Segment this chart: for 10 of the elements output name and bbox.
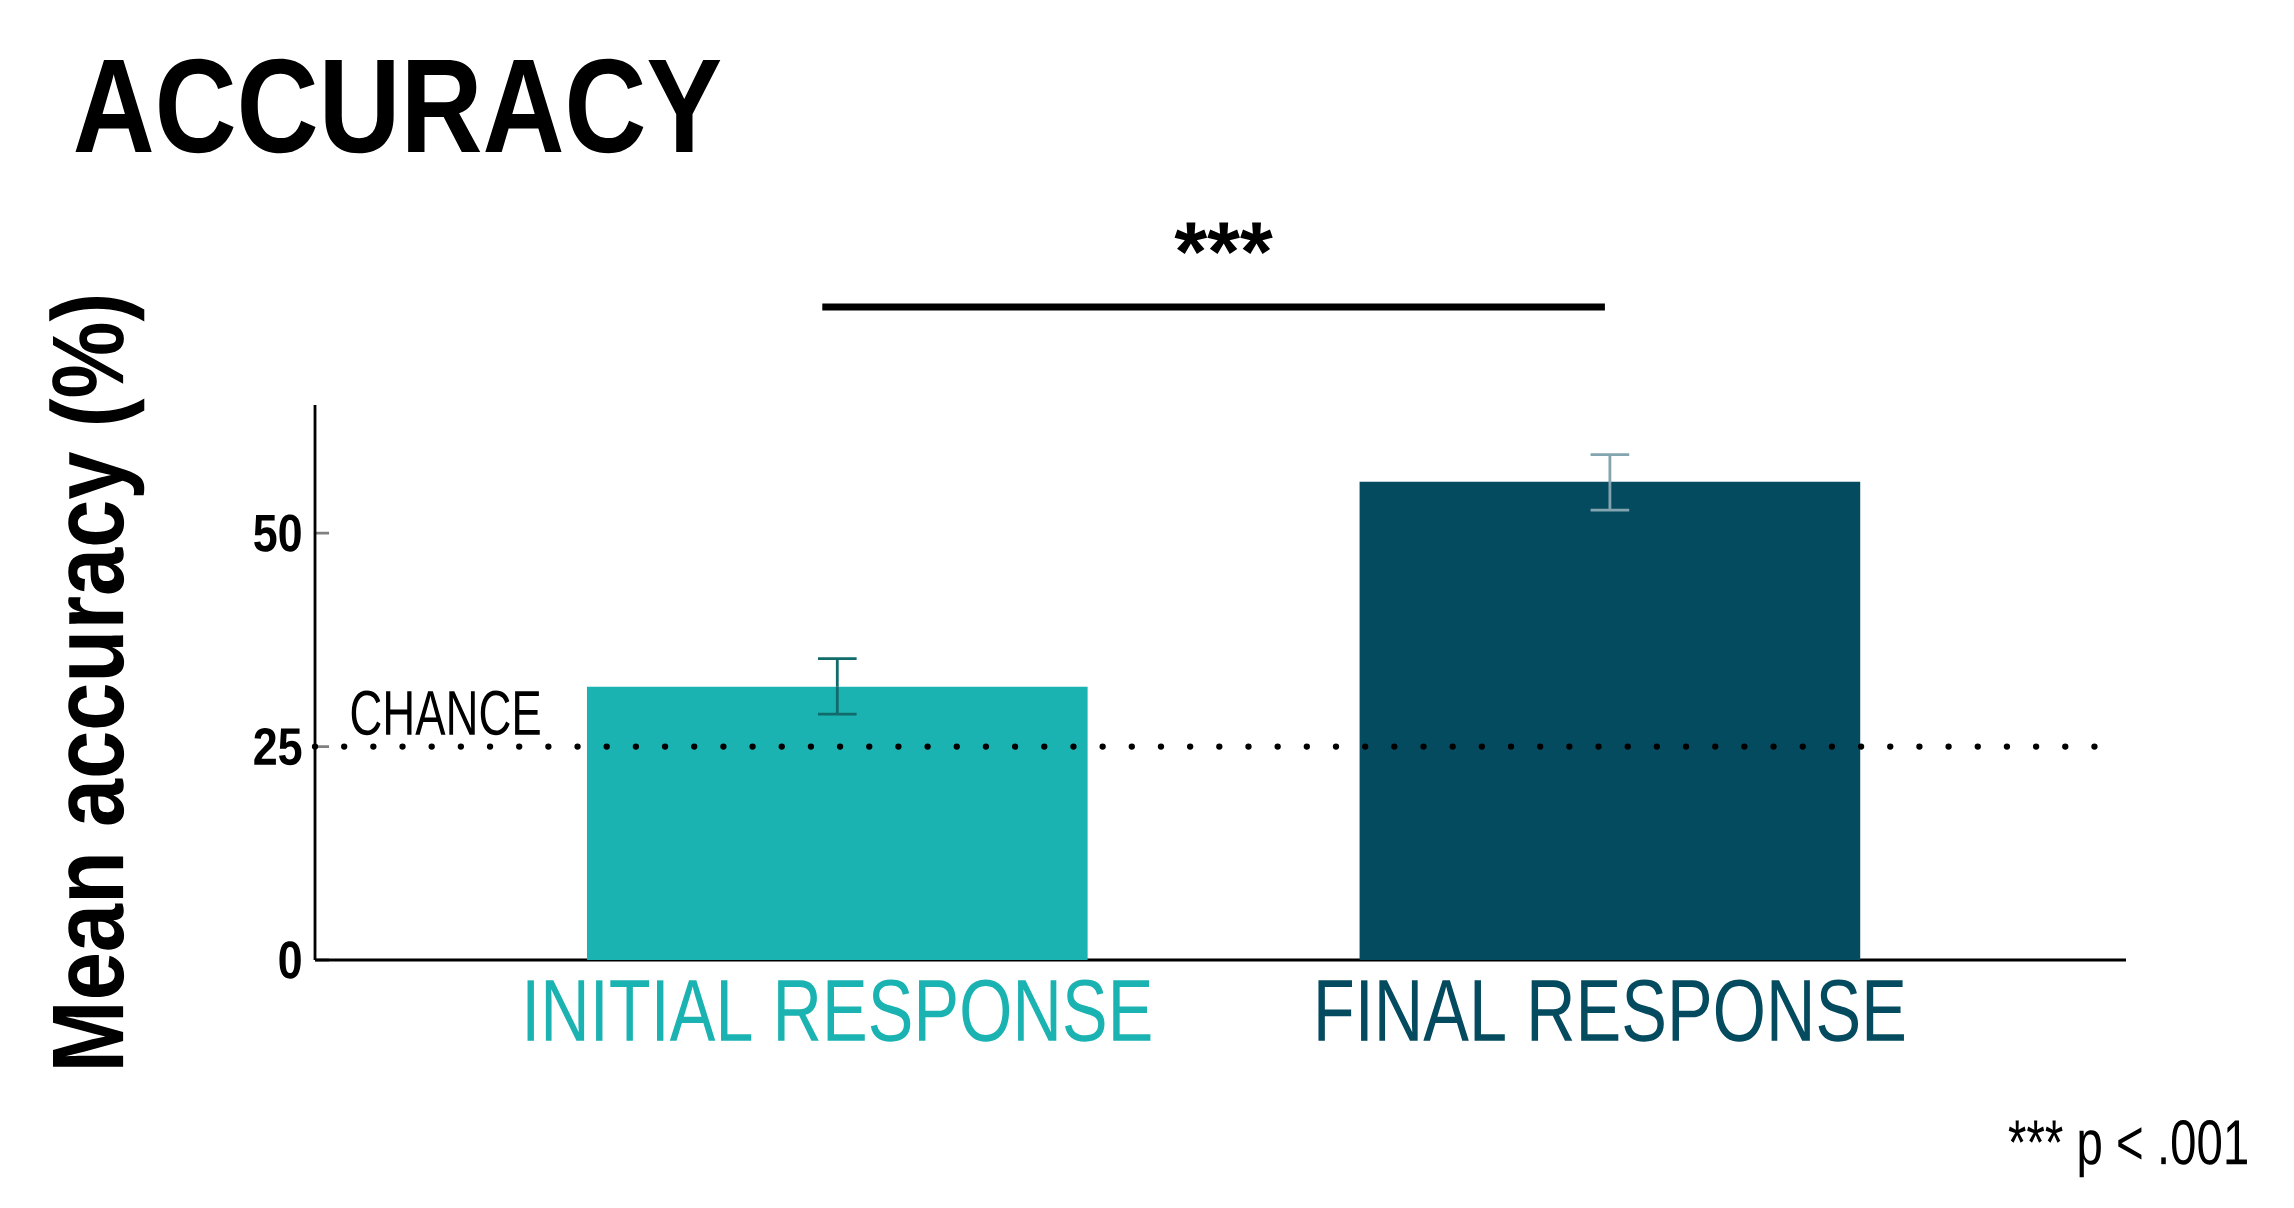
y-tick-label: 0	[279, 941, 301, 979]
text: *** p < .001	[2008, 1119, 2247, 1178]
x-tick-label: INITIAL RESPONSE	[527, 979, 1151, 1042]
x-tick-label: FINAL RESPONSE	[1318, 979, 1904, 1042]
y-tick-label: 50	[254, 514, 301, 552]
text: ***	[1174, 222, 1273, 254]
y-axis-title: Mean accuracy (%)	[49, 296, 145, 1067]
ref-line-label: CHANCE	[351, 690, 540, 736]
chart-title: ACCURACY	[75, 58, 721, 154]
y-tick-label: 25	[254, 727, 302, 766]
